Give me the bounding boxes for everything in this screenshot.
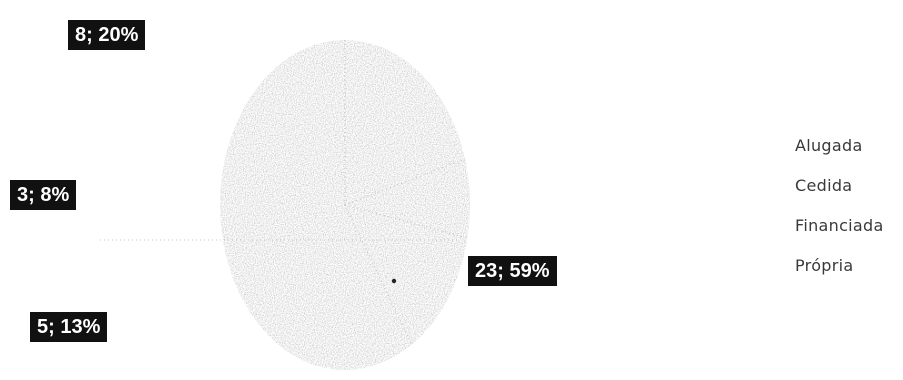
data-label-alugada: 8; 20% [68, 20, 146, 50]
legend-item-cedida: Cedida [795, 176, 853, 195]
slice-boundary [344, 204, 413, 345]
slice-boundaries [100, 40, 468, 345]
pie-slice-cedida [345, 159, 471, 238]
legend-item-alugada: Alugada [795, 136, 863, 155]
data-label-cedida: 3; 8% [10, 180, 77, 210]
data-label-financiada: 5; 13% [30, 312, 108, 342]
legend-item-financiada: Financiada [795, 216, 884, 235]
data-label-propria: 23; 59% [468, 256, 557, 286]
pie-slice-alugada [345, 39, 466, 205]
slice-boundary [344, 158, 466, 206]
pie-slice-propria [220, 40, 412, 370]
legend: Alugada Cedida Financiada Própria [795, 128, 903, 288]
center-mark [391, 278, 397, 284]
legend-item-propria: Própria [795, 256, 854, 275]
